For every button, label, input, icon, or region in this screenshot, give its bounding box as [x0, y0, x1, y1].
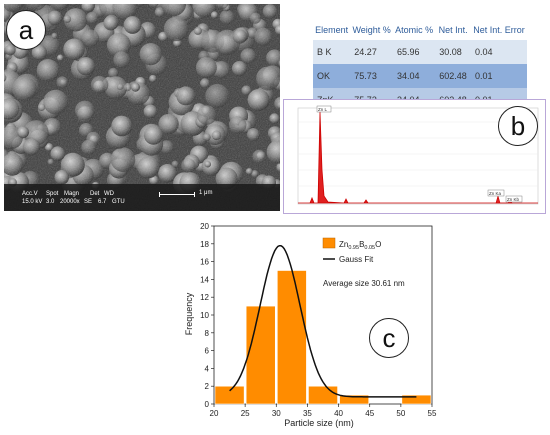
eds-cell: 65.96 [392, 40, 436, 64]
particle-size-histogram: 20 25 30 35 40 45 50 55 0 2 4 6 8 10 12 14 16 18 20 Partic… [182, 214, 450, 430]
eds-header-error: Net Int. Error [473, 25, 525, 35]
spectrum-peak-label: Zn L [318, 107, 328, 112]
x-tick-label: 40 [334, 409, 343, 418]
x-axis-label: Particle size (nm) [284, 418, 354, 428]
eds-header-netint: Net Int. [438, 25, 468, 35]
sem-info-bar: Acc.V Spot Magn Det WD 15.0 kV 3.0 20000… [22, 190, 222, 210]
panel-label-a: a [6, 10, 46, 50]
eds-header-atomic: Atomic % [395, 25, 434, 35]
panel-label-c: c [369, 318, 409, 358]
eds-cell: OK [313, 64, 351, 88]
average-size-annotation: Average size 30.61 nm [323, 279, 405, 288]
sem-info-lab: GTU [112, 199, 125, 205]
table-row: B K 24.27 65.96 30.08 0.04 [313, 40, 527, 64]
x-tick-label: 55 [428, 409, 437, 418]
eds-cell: 0.04 [471, 40, 527, 64]
sem-texture [4, 4, 280, 211]
sem-info-wd-value: 6.7 [98, 199, 107, 205]
eds-cell: B K [313, 40, 351, 64]
eds-cell: 24.27 [350, 40, 393, 64]
panel-label-b: b [498, 106, 538, 146]
y-tick-label: 4 [205, 364, 210, 373]
sem-info-kv: 15.0 kV [22, 199, 43, 205]
eds-table-header: Element Weight % Atomic % Net Int. Net I… [313, 4, 527, 40]
spectrum-peak-label: Zn Kb [507, 197, 520, 202]
y-axis-label: Frequency [184, 292, 194, 335]
y-tick-label: 16 [200, 258, 209, 267]
x-tick-label: 45 [365, 409, 374, 418]
legend-swatch-bars [322, 237, 336, 249]
sem-scale-label: 1 μm [199, 190, 213, 196]
x-tick-label: 30 [272, 409, 281, 418]
y-tick-label: 8 [205, 329, 210, 338]
sem-info-det-value: SE [84, 199, 93, 205]
eds-spectrum-plot: Zn L Zn Ka Zn Kb [297, 105, 539, 205]
sem-info-det: Det [90, 191, 100, 197]
sem-info-magn-value: 20000x [60, 199, 80, 205]
eds-cell: 75.73 [350, 64, 393, 88]
legend-label-bars: Zn0.95B0.05O [339, 240, 381, 251]
histogram-bar [401, 394, 432, 405]
sem-micrograph: Acc.V Spot Magn Det WD 15.0 kV 3.0 20000… [4, 4, 280, 211]
eds-cell: 34.04 [392, 64, 436, 88]
eds-cell: 0.01 [471, 64, 527, 88]
eds-header-element: Element [315, 25, 349, 35]
sem-scale-bar [159, 192, 195, 197]
histogram-bar [214, 385, 245, 405]
y-tick-label: 20 [200, 222, 209, 231]
spectrum-trace [298, 111, 538, 204]
histogram-bar [308, 385, 338, 405]
y-tick-label: 6 [205, 347, 210, 356]
gauss-fit-line [229, 244, 417, 398]
y-tick-label: 18 [200, 240, 209, 249]
histogram-bar [245, 305, 276, 405]
spectrum-peak-label: Zn Ka [489, 191, 502, 196]
sem-info-wd: WD [104, 191, 114, 197]
eds-cell: 30.08 [435, 40, 472, 64]
sem-info-magn: Magn [64, 191, 80, 197]
histogram-bar [339, 394, 370, 405]
legend: Zn0.95B0.05O Gauss Fit [322, 237, 381, 264]
y-tick-label: 10 [200, 311, 209, 320]
y-tick-label: 2 [205, 382, 210, 391]
x-tick-label: 50 [396, 409, 405, 418]
legend-label-fit: Gauss Fit [339, 255, 374, 264]
eds-table: Element Weight % Atomic % Net Int. Net I… [313, 4, 527, 112]
eds-cell: 602.48 [435, 64, 472, 88]
x-tick-label: 35 [303, 409, 312, 418]
histogram-bar [276, 270, 307, 405]
table-row: OK 75.73 34.04 602.48 0.01 [313, 64, 527, 88]
y-tick-label: 14 [200, 275, 209, 284]
eds-header-weight: Weight % [352, 25, 391, 35]
sem-info-spot-value: 3.0 [46, 199, 55, 205]
x-tick-label: 25 [241, 409, 250, 418]
x-tick-label: 20 [210, 409, 219, 418]
sem-info-spot: Spot [46, 191, 59, 197]
y-tick-label: 0 [205, 400, 210, 409]
histogram-svg: 20 25 30 35 40 45 50 55 0 2 4 6 8 10 12 14 16 18 20 Partic… [184, 222, 437, 428]
sem-info-accv: Acc.V [22, 191, 38, 197]
y-tick-label: 12 [200, 293, 209, 302]
